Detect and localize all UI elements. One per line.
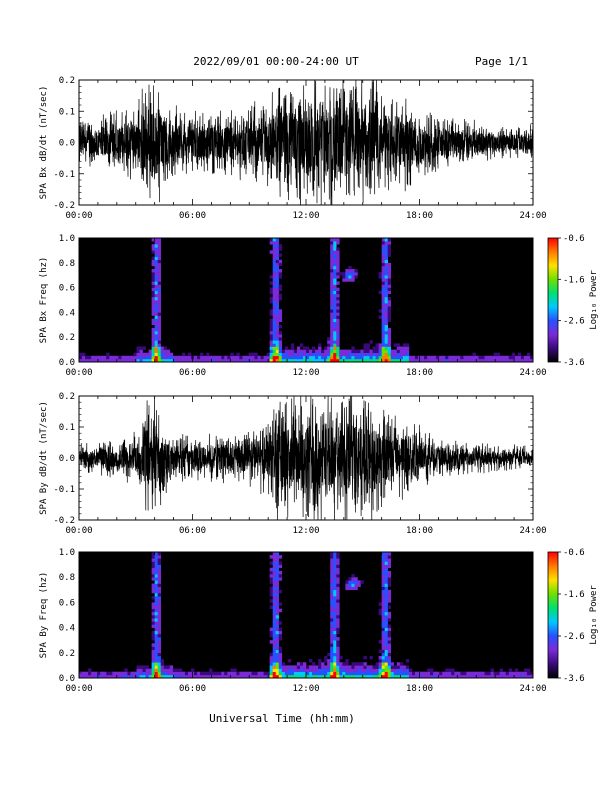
x-tick-label: 18:00 (406, 526, 433, 536)
panel-bx-dbdt: 00:00 06:00 12:00 18:00 24:00 0.2 0.1 0.0 -0.1 -0… (39, 76, 547, 221)
x-tick-label: 06:00 (179, 368, 206, 378)
x-tick-label: 00:00 (65, 368, 92, 378)
x-tick-label: 24:00 (519, 684, 546, 694)
header-page: Page 1/1 (475, 55, 528, 68)
x-tick-label: 06:00 (179, 526, 206, 536)
x-tick-label: 00:00 (65, 684, 92, 694)
y-tick-label: 0.2 (59, 649, 75, 659)
y-tick-label: 0.0 (59, 358, 75, 368)
y-tick-label: 1.0 (59, 548, 75, 558)
colorbar-tick-label: -0.6 (563, 234, 585, 244)
panel-by-spectrogram: -0.6 -1.6 -2.6 -3.6 Log₁₀ Power 00:00 06:00 12:… (39, 548, 599, 694)
y-axis-label: SPA Bx dB/dt (nT/sec) (39, 86, 49, 200)
y-tick-label: 0.2 (59, 392, 75, 402)
plot-area (79, 396, 533, 520)
x-tick-label: 00:00 (65, 211, 92, 221)
y-axis-label: SPA By Freq (hz) (39, 572, 49, 659)
colorbar-tick-label: -1.6 (563, 275, 585, 285)
y-tick-label: 0.4 (59, 308, 75, 318)
y-tick-label: 0.8 (59, 573, 75, 583)
x-axis-label: Universal Time (hh:mm) (209, 712, 355, 725)
colorbar (547, 551, 559, 679)
panel-by-dbdt: 00:00 06:00 12:00 18:00 24:00 0.2 0.1 0.0 -0.1 -0… (39, 392, 547, 536)
colorbar-tick-label: -0.6 (563, 548, 585, 558)
y-tick-label: 0.4 (59, 624, 75, 634)
colorbar-tick-label: -3.6 (563, 358, 585, 368)
y-tick-label: -0.1 (53, 170, 75, 180)
panel-bx-spectrogram: -0.6 -1.6 -2.6 -3.6 Log₁₀ Power 00:00 06:00 12:… (39, 234, 599, 378)
y-tick-label: 0.6 (59, 284, 75, 294)
colorbar-tick-label: -1.6 (563, 590, 585, 600)
x-tick-label: 18:00 (406, 684, 433, 694)
colorbar-label: Log₁₀ Power (589, 270, 599, 330)
y-tick-label: 0.2 (59, 333, 75, 343)
plot-area (79, 552, 533, 678)
y-tick-label: 1.0 (59, 234, 75, 244)
spectrogram-cells (79, 238, 533, 362)
y-tick-label: 0.0 (59, 674, 75, 684)
x-tick-label: 12:00 (292, 368, 319, 378)
y-tick-label: 0.1 (59, 107, 75, 117)
x-tick-label: 12:00 (292, 526, 319, 536)
header-date-range: 2022/09/01 00:00-24:00 UT (193, 55, 359, 68)
series-trace (79, 396, 533, 520)
colorbar-tick-label: -3.6 (563, 674, 585, 684)
y-tick-label: -0.1 (53, 485, 75, 495)
plot-area (79, 238, 533, 362)
x-tick-label: 06:00 (179, 211, 206, 221)
y-tick-label: 0.6 (59, 598, 75, 608)
y-tick-label: 0.0 (59, 139, 75, 149)
spectrogram-background (79, 552, 533, 678)
y-axis-label: SPA Bx Freq (hz) (39, 257, 49, 344)
x-tick-label: 06:00 (179, 684, 206, 694)
spectrogram-background (79, 238, 533, 362)
x-tick-label: 24:00 (519, 368, 546, 378)
x-tick-label: 00:00 (65, 526, 92, 536)
y-axis-label: SPA By dB/dt (nT/sec) (39, 401, 49, 515)
y-tick-label: -0.2 (53, 516, 75, 526)
colorbar-label: Log₁₀ Power (589, 585, 599, 645)
x-tick-label: 18:00 (406, 368, 433, 378)
plot-area (79, 80, 533, 205)
colorbar-tick-label: -2.6 (563, 317, 585, 327)
colorbar-tick-label: -2.6 (563, 632, 585, 642)
x-tick-label: 12:00 (292, 684, 319, 694)
y-tick-label: 0.1 (59, 423, 75, 433)
y-tick-label: 0.2 (59, 76, 75, 86)
x-tick-label: 24:00 (519, 526, 546, 536)
x-tick-label: 12:00 (292, 211, 319, 221)
series-trace (79, 80, 533, 205)
colorbar (547, 237, 559, 363)
y-tick-label: 0.0 (59, 454, 75, 464)
x-tick-label: 18:00 (406, 211, 433, 221)
y-tick-label: 0.8 (59, 259, 75, 269)
x-tick-label: 24:00 (519, 211, 546, 221)
y-tick-label: -0.2 (53, 201, 75, 211)
